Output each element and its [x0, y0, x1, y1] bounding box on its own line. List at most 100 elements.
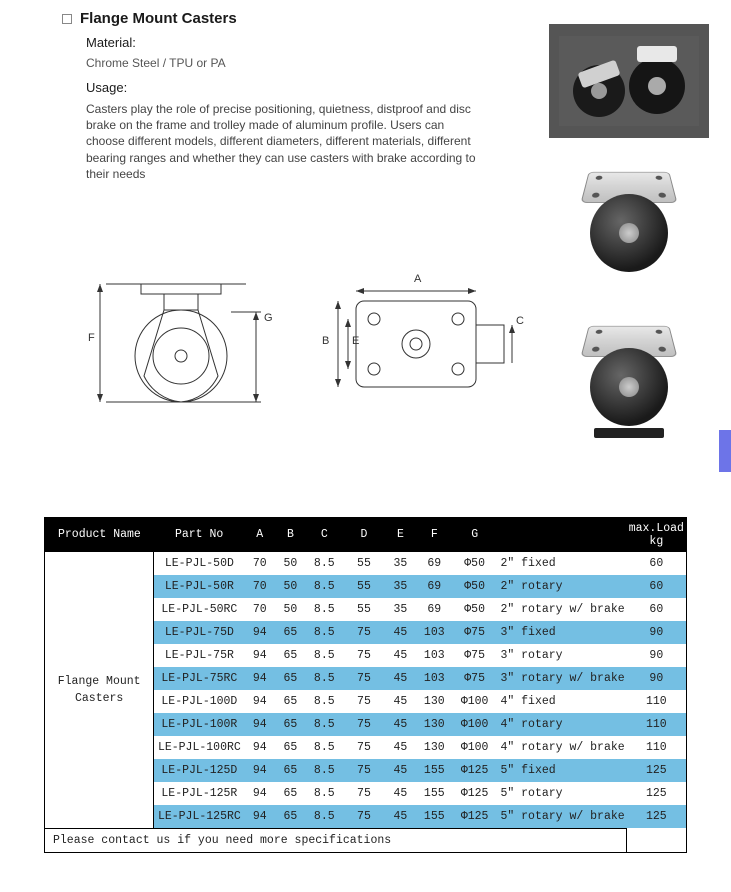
table-cell: 45 — [385, 690, 416, 713]
side-view-diagram: F G — [86, 272, 276, 417]
table-cell: Φ75 — [453, 644, 497, 667]
table-cell: 45 — [385, 621, 416, 644]
table-cell: 55 — [343, 552, 385, 575]
table-cell: LE-PJL-75R — [154, 644, 245, 667]
table-cell: 8.5 — [306, 736, 343, 759]
table-cell: 103 — [416, 621, 453, 644]
table-cell: LE-PJL-100D — [154, 690, 245, 713]
table-cell: 45 — [385, 782, 416, 805]
table-cell: 155 — [416, 805, 453, 829]
table-cell: 65 — [275, 805, 306, 829]
table-cell: 130 — [416, 736, 453, 759]
table-cell: 8.5 — [306, 598, 343, 621]
table-cell: 8.5 — [306, 644, 343, 667]
table-cell: 69 — [416, 575, 453, 598]
side-tab[interactable] — [719, 430, 731, 472]
table-header: Part No — [154, 517, 245, 552]
table-cell: 8.5 — [306, 759, 343, 782]
table-cell: 2″ rotary w/ brake — [496, 598, 626, 621]
dim-label-c: C — [516, 315, 524, 327]
product-images — [549, 24, 709, 446]
table-cell: 50 — [275, 598, 306, 621]
table-cell: Φ50 — [453, 575, 497, 598]
table-cell: 65 — [275, 713, 306, 736]
table-cell: LE-PJL-50RC — [154, 598, 245, 621]
table-cell: 90 — [627, 644, 687, 667]
table-cell: 8.5 — [306, 805, 343, 829]
table-cell: Φ100 — [453, 690, 497, 713]
table-cell: 75 — [343, 690, 385, 713]
page-title: Flange Mount Casters — [80, 10, 237, 27]
table-cell: 110 — [627, 690, 687, 713]
table-cell: 35 — [385, 552, 416, 575]
table-cell: LE-PJL-75D — [154, 621, 245, 644]
table-cell: 94 — [244, 644, 275, 667]
table-cell: 65 — [275, 644, 306, 667]
table-header: E — [385, 517, 416, 552]
table-cell: 155 — [416, 759, 453, 782]
table-cell: 94 — [244, 736, 275, 759]
table-cell: 75 — [343, 782, 385, 805]
dim-label-f: F — [88, 332, 95, 344]
table-cell: 65 — [275, 621, 306, 644]
table-cell: 35 — [385, 598, 416, 621]
table-cell: 3″ fixed — [496, 621, 626, 644]
table-cell: 75 — [343, 644, 385, 667]
caster-render-fixed — [554, 162, 704, 292]
table-cell: Φ50 — [453, 598, 497, 621]
table-cell: 8.5 — [306, 667, 343, 690]
dim-label-b: B — [322, 335, 329, 347]
title-bullet-icon — [62, 14, 72, 24]
table-cell: LE-PJL-100RC — [154, 736, 245, 759]
table-cell: 60 — [627, 552, 687, 575]
table-cell: 75 — [343, 667, 385, 690]
table-cell: 130 — [416, 713, 453, 736]
table-cell: 45 — [385, 759, 416, 782]
table-cell: 155 — [416, 782, 453, 805]
table-cell: LE-PJL-125D — [154, 759, 245, 782]
table-cell: 8.5 — [306, 782, 343, 805]
spec-table: Product NamePart NoABCDEFGmax.Load kg Fl… — [44, 517, 687, 853]
table-cell: 75 — [343, 621, 385, 644]
table-cell: 60 — [627, 575, 687, 598]
table-cell: LE-PJL-75RC — [154, 667, 245, 690]
table-cell: 125 — [627, 782, 687, 805]
table-cell: 125 — [627, 805, 687, 829]
table-cell: 55 — [343, 575, 385, 598]
table-cell: 50 — [275, 552, 306, 575]
table-cell: 125 — [627, 759, 687, 782]
table-header: D — [343, 517, 385, 552]
table-cell: 110 — [627, 736, 687, 759]
table-cell: 8.5 — [306, 690, 343, 713]
dim-label-a: A — [414, 273, 421, 285]
table-cell: 94 — [244, 690, 275, 713]
table-cell: 65 — [275, 667, 306, 690]
table-cell: Φ125 — [453, 759, 497, 782]
table-cell: 4″ rotary w/ brake — [496, 736, 626, 759]
table-cell: 94 — [244, 759, 275, 782]
table-cell: LE-PJL-125R — [154, 782, 245, 805]
table-cell: 94 — [244, 713, 275, 736]
product-name-cell: Flange MountCasters — [45, 552, 154, 829]
table-cell: 5″ rotary w/ brake — [496, 805, 626, 829]
table-cell: Φ100 — [453, 736, 497, 759]
table-cell: 4″ rotary — [496, 713, 626, 736]
table-header: A — [244, 517, 275, 552]
table-cell: 35 — [385, 575, 416, 598]
top-view-diagram: A B E C — [322, 277, 522, 412]
table-cell: 60 — [627, 598, 687, 621]
table-cell: 50 — [275, 575, 306, 598]
caster-render-brake — [554, 316, 704, 446]
table-cell: 4″ fixed — [496, 690, 626, 713]
table-cell: LE-PJL-50R — [154, 575, 245, 598]
table-header: max.Load kg — [627, 517, 687, 552]
table-cell: 103 — [416, 667, 453, 690]
table-cell: 65 — [275, 782, 306, 805]
table-cell: 94 — [244, 667, 275, 690]
table-cell: 94 — [244, 782, 275, 805]
table-cell: Φ125 — [453, 782, 497, 805]
table-cell: LE-PJL-125RC — [154, 805, 245, 829]
table-cell: 5″ rotary — [496, 782, 626, 805]
table-cell: LE-PJL-50D — [154, 552, 245, 575]
table-header — [496, 517, 626, 552]
